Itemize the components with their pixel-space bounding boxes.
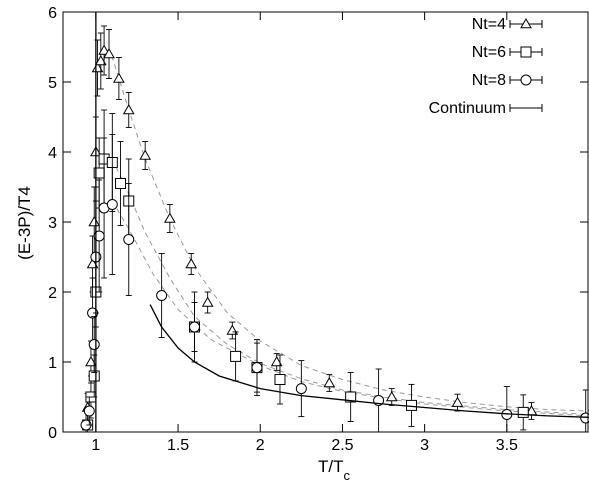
data-point	[580, 412, 589, 424]
data-point	[295, 383, 307, 395]
x-tick-label: 1	[91, 437, 100, 454]
y-tick-label: 2	[48, 285, 57, 302]
x-axis-label: T/Tc	[318, 457, 351, 483]
legend-label: Nt=6	[472, 44, 506, 61]
legend-label: Nt=8	[472, 72, 506, 89]
legend: Nt=4 Nt=6 Nt=8 Continuum	[429, 16, 543, 117]
data-point	[86, 257, 99, 269]
axes: 1 1.5 2 2.5 3 3.5 0 1 2 3 4 5 6	[48, 5, 588, 454]
data-point	[517, 406, 529, 418]
y-tick-label: 3	[48, 215, 57, 232]
data-point	[106, 199, 118, 210]
data-point	[163, 212, 176, 223]
data-point	[85, 355, 97, 367]
data-point	[94, 54, 107, 66]
data-point	[83, 405, 95, 417]
x-tick-label: 3	[420, 437, 429, 454]
fit-curves	[103, 50, 589, 417]
data-point	[385, 390, 398, 402]
data-point	[451, 396, 464, 407]
series-nt-4	[81, 25, 538, 422]
x-tick-label: 2	[256, 437, 265, 454]
data-point	[201, 296, 214, 307]
fit-curve	[111, 200, 589, 417]
data-point	[123, 234, 135, 245]
data-point	[113, 72, 125, 83]
x-tick-label: 2.5	[331, 437, 353, 454]
data-point	[251, 362, 263, 374]
x-tick-label: 1.5	[167, 437, 189, 454]
y-tick-label: 0	[48, 425, 57, 442]
data-point	[270, 355, 283, 367]
y-tick-label: 5	[48, 75, 57, 92]
legend-marker	[520, 46, 532, 58]
legend-marker	[520, 74, 532, 86]
data-point	[405, 399, 417, 411]
continuum-curve	[149, 304, 589, 418]
data-point	[139, 149, 152, 160]
legend-label: Continuum	[429, 100, 506, 117]
data-point	[230, 350, 242, 362]
data-point	[274, 374, 286, 385]
x-axis-label-subscript: c	[344, 468, 351, 483]
data-point	[189, 321, 200, 333]
x-axis-label-main: T/T	[318, 457, 344, 476]
legend-marker	[520, 17, 532, 29]
data-point	[91, 61, 104, 73]
plot-frame	[62, 11, 589, 433]
data-point	[156, 290, 168, 301]
data-point	[122, 103, 135, 115]
data-point	[88, 215, 101, 227]
data-point	[345, 391, 357, 403]
y-tick-label: 6	[48, 5, 57, 22]
y-tick-label: 1	[48, 355, 57, 372]
data-point	[185, 257, 198, 269]
data-point	[98, 44, 110, 55]
data-point	[323, 376, 336, 388]
x-tick-label: 3.5	[496, 437, 518, 454]
data-point	[115, 178, 127, 189]
series-continuum	[149, 304, 589, 418]
data-series	[80, 12, 589, 433]
legend-label: Nt=4	[472, 16, 506, 33]
y-axis-label: (E-3P)/T4	[15, 186, 34, 260]
data-point	[88, 339, 100, 350]
data-point	[103, 47, 115, 59]
series-nt-8	[80, 134, 589, 433]
fit-curve	[103, 50, 589, 412]
y-tick-label: 4	[48, 145, 57, 162]
